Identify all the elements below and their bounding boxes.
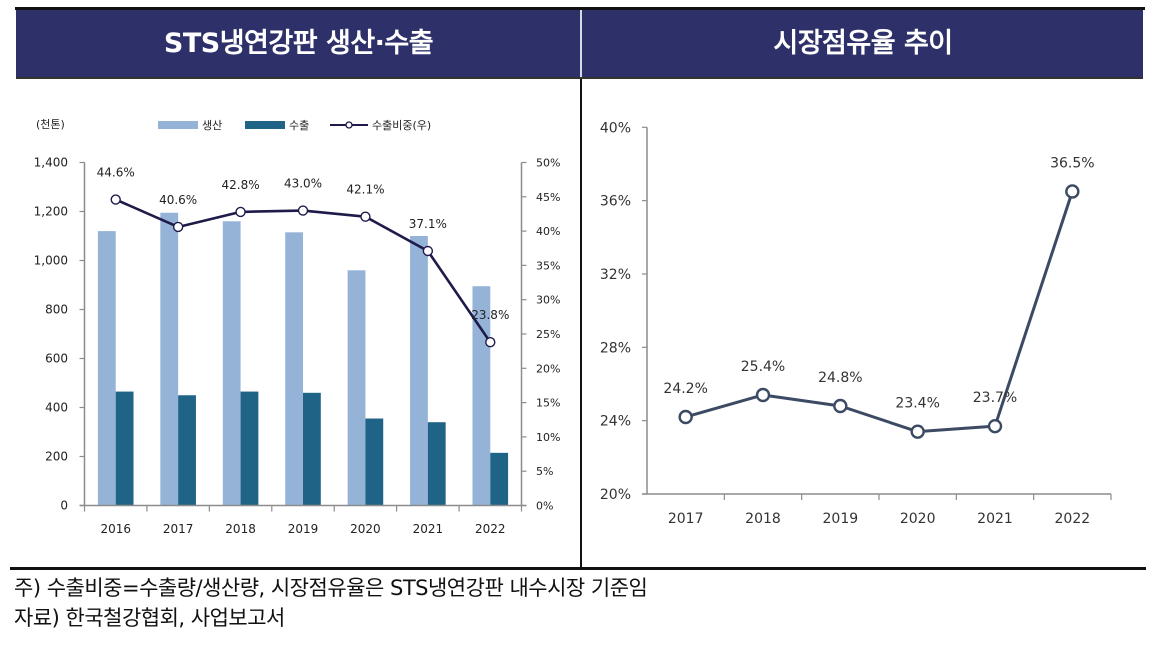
market-share-label-2017: 24.2% [663, 381, 707, 397]
y-right-tick-label: 15% [536, 397, 560, 410]
y-left-tick-label: 400 [45, 401, 68, 415]
y-tick-label: 32% [600, 267, 631, 283]
header-band: STS냉연강판 생산·수출 시장점유율 추이 [16, 10, 1143, 77]
y-right-tick-label: 50% [536, 157, 560, 170]
export-ratio-marker-2016 [110, 194, 121, 205]
bar-export-2016 [115, 391, 134, 506]
bar-export-2020 [365, 418, 384, 506]
export-ratio-marker-2019 [297, 205, 309, 216]
y-tick-label: 28% [600, 340, 631, 356]
x-tick-label: 2019 [288, 522, 319, 536]
export-ratio-marker-2018 [235, 206, 246, 218]
export-ratio-label-2019: 43.0% [284, 177, 322, 191]
y-right-tick-label: 5% [536, 465, 553, 478]
bar-production-2016 [97, 231, 116, 506]
y-tick-label: 24% [600, 414, 631, 430]
export-ratio-marker-2022 [485, 337, 496, 348]
legend-marker-export-ratio [345, 121, 353, 129]
y-right-tick-label: 10% [536, 431, 560, 444]
x-tick-label: 2021 [413, 522, 444, 536]
y-tick-label: 36% [600, 194, 631, 210]
bottom-rule [10, 567, 1146, 570]
market-share-marker-2020 [910, 424, 925, 439]
top-rule [15, 7, 1145, 10]
y-left-tick-label: 1,200 [34, 205, 68, 219]
x-tick-label: 2017 [163, 522, 194, 536]
market-share-marker-2019 [833, 398, 848, 414]
x-tick-label: 2020 [900, 511, 936, 527]
x-tick-label: 2018 [225, 522, 256, 536]
x-tick-label: 2020 [350, 522, 381, 536]
market-share-line [685, 191, 1074, 434]
x-tick-label: 2016 [100, 522, 131, 536]
y-right-tick-label: 40% [536, 225, 560, 238]
footnote: 주) 수출비중=수출량/생산량, 시장점유율은 STS냉연강판 내수시장 기준임 [14, 576, 648, 600]
bar-export-2017 [178, 395, 196, 506]
x-tick-label: 2017 [668, 511, 704, 527]
export-ratio-label-2016: 44.6% [97, 166, 135, 180]
legend-swatch-production [158, 121, 198, 129]
y-left-tick-label: 600 [45, 352, 68, 366]
market-share-marker-2018 [755, 387, 771, 403]
market-share-label-2018: 25.4% [741, 359, 785, 375]
market-share-label-2022: 36.5% [1050, 155, 1094, 171]
market-share-label-2020: 23.4% [895, 396, 939, 412]
export-ratio-marker-2021 [422, 245, 434, 257]
left-panel-title: STS냉연강판 생산·수출 [163, 28, 434, 59]
y-right-tick-label: 45% [536, 191, 560, 204]
header-rule [16, 77, 1143, 79]
legend-swatch-export [245, 121, 285, 129]
market-share-marker-2017 [678, 409, 693, 425]
export-ratio-label-2021: 37.1% [409, 217, 447, 231]
export-ratio-label-2022: 23.8% [471, 308, 509, 322]
y-left-tick-label: 1,000 [34, 254, 68, 268]
market-share-marker-2022 [1065, 184, 1080, 199]
x-tick-label: 2019 [823, 511, 859, 527]
bar-export-2021 [427, 422, 446, 506]
bar-production-2020 [347, 270, 366, 506]
bar-production-2018 [222, 221, 241, 506]
export-ratio-marker-2020 [360, 211, 371, 222]
bar-export-2022 [490, 452, 509, 506]
unit-label: (천톤) [36, 117, 65, 131]
export-ratio-label-2017: 40.6% [159, 193, 197, 207]
y-right-tick-label: 25% [536, 328, 560, 341]
y-left-tick-label: 1,400 [34, 156, 68, 170]
y-left-tick-label: 200 [45, 450, 68, 464]
bar-export-2018 [240, 391, 259, 506]
y-left-tick-label: 0 [60, 499, 68, 513]
bar-export-2019 [303, 392, 321, 506]
y-right-tick-label: 20% [536, 362, 560, 375]
y-right-tick-label: 0% [536, 500, 553, 513]
legend-label-export: 수출 [289, 119, 309, 132]
x-tick-label: 2022 [475, 522, 506, 536]
market-share-marker-2021 [987, 418, 1003, 434]
market-share-label-2019: 24.8% [818, 370, 862, 386]
header-divider [580, 10, 582, 77]
x-tick-label: 2021 [977, 511, 1013, 527]
right-panel-title: 시장점유율 추이 [773, 28, 953, 59]
panel-divider [580, 79, 582, 568]
y-tick-label: 20% [600, 487, 631, 503]
legend-label-export-ratio: 수출비중(우) [372, 119, 431, 132]
market-share-label-2021: 23.7% [973, 390, 1017, 406]
bar-production-2019 [285, 232, 303, 506]
export-ratio-marker-2017 [172, 221, 184, 233]
x-tick-label: 2022 [1055, 511, 1091, 527]
bar-production-2017 [160, 212, 179, 506]
y-tick-label: 40% [600, 120, 631, 136]
y-right-tick-label: 35% [536, 259, 560, 272]
bar-production-2021 [410, 236, 428, 506]
legend-label-production: 생산 [202, 119, 222, 132]
y-left-tick-label: 800 [45, 303, 68, 317]
export-ratio-label-2018: 42.8% [222, 178, 260, 192]
export-ratio-label-2020: 42.1% [346, 183, 384, 197]
y-right-tick-label: 30% [536, 294, 560, 307]
x-tick-label: 2018 [745, 511, 781, 527]
source-note: 자료) 한국철강협회, 사업보고서 [14, 606, 285, 630]
